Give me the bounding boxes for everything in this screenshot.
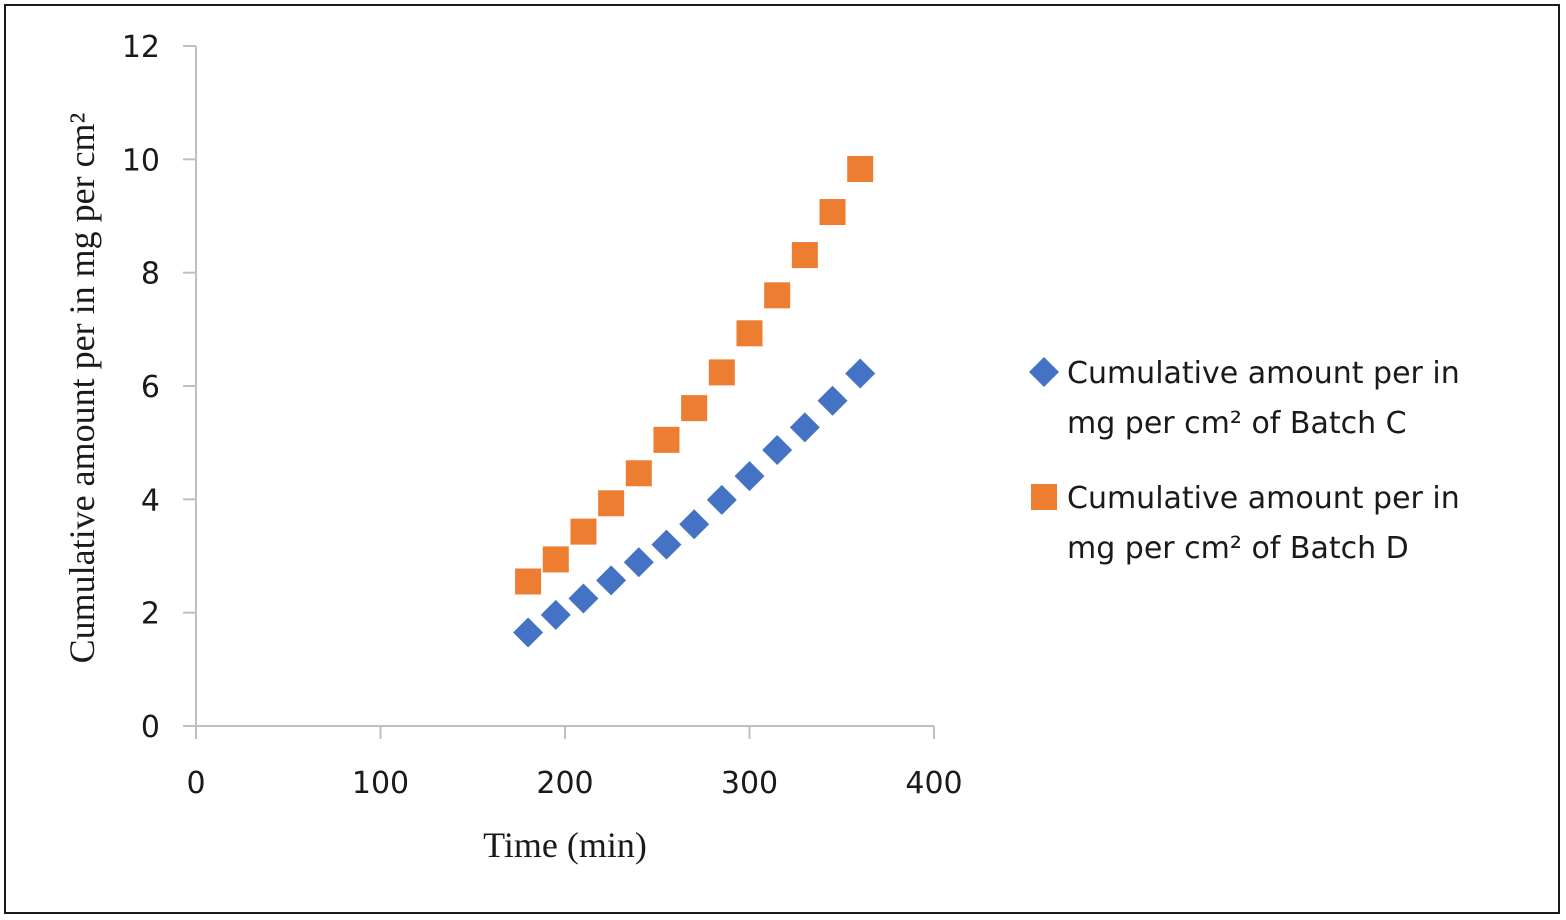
data-point (570, 518, 597, 545)
legend-label: mg per cm² of Batch C (1067, 406, 1407, 441)
y-tick-label: 0 (141, 710, 160, 745)
x-axis-ticks: 0 100 200 300 400 (186, 726, 963, 801)
data-point (706, 484, 737, 515)
legend: Cumulative amount per in mg per cm² of Ba… (1029, 356, 1460, 566)
data-point (679, 509, 710, 540)
y-tick-label: 10 (122, 143, 160, 178)
data-point (762, 435, 793, 466)
data-point (819, 199, 846, 226)
data-point (847, 155, 874, 182)
data-point (736, 320, 763, 347)
legend-item: Cumulative amount per in mg per cm² of Ba… (1031, 481, 1460, 566)
data-point (540, 599, 571, 630)
legend-item: Cumulative amount per in mg per cm² of Ba… (1029, 356, 1460, 441)
y-tick-label: 4 (141, 483, 160, 518)
data-point (625, 460, 652, 487)
data-point (681, 395, 708, 422)
data-point (596, 565, 627, 596)
y-tick-label: 8 (141, 257, 160, 292)
legend-label: Cumulative amount per in (1067, 356, 1460, 391)
x-tick-label: 0 (186, 766, 205, 801)
data-point (515, 568, 542, 595)
y-axis-ticks: 0 2 4 6 8 10 12 (122, 30, 196, 745)
y-axis-title: Cumulative amount per in mg per cm² (62, 113, 102, 664)
x-axis-title: Time (min) (483, 825, 647, 865)
x-tick-label: 200 (536, 766, 593, 801)
x-tick-label: 400 (905, 766, 962, 801)
x-tick-label: 100 (352, 766, 409, 801)
legend-label: mg per cm² of Batch D (1067, 531, 1409, 566)
data-point (789, 412, 820, 443)
data-points (513, 155, 876, 648)
data-point (513, 617, 544, 648)
legend-marker (1031, 484, 1057, 510)
legend-marker (1029, 357, 1059, 387)
legend-label: Cumulative amount per in (1067, 481, 1460, 516)
data-point (653, 426, 680, 453)
series-batch-d (515, 155, 874, 595)
data-point (764, 282, 791, 309)
series-batch-c (513, 358, 876, 648)
data-point (542, 546, 569, 573)
data-point (598, 490, 625, 517)
y-tick-label: 12 (122, 30, 160, 65)
data-point (651, 529, 682, 560)
y-tick-label: 6 (141, 370, 160, 405)
data-point (623, 547, 654, 578)
data-point (845, 358, 876, 389)
data-point (791, 242, 818, 269)
y-tick-label: 2 (141, 597, 160, 632)
axes (195, 46, 934, 727)
data-point (734, 461, 765, 492)
data-point (708, 359, 735, 386)
x-tick-label: 300 (721, 766, 778, 801)
data-point (568, 583, 599, 614)
data-point (817, 385, 848, 416)
